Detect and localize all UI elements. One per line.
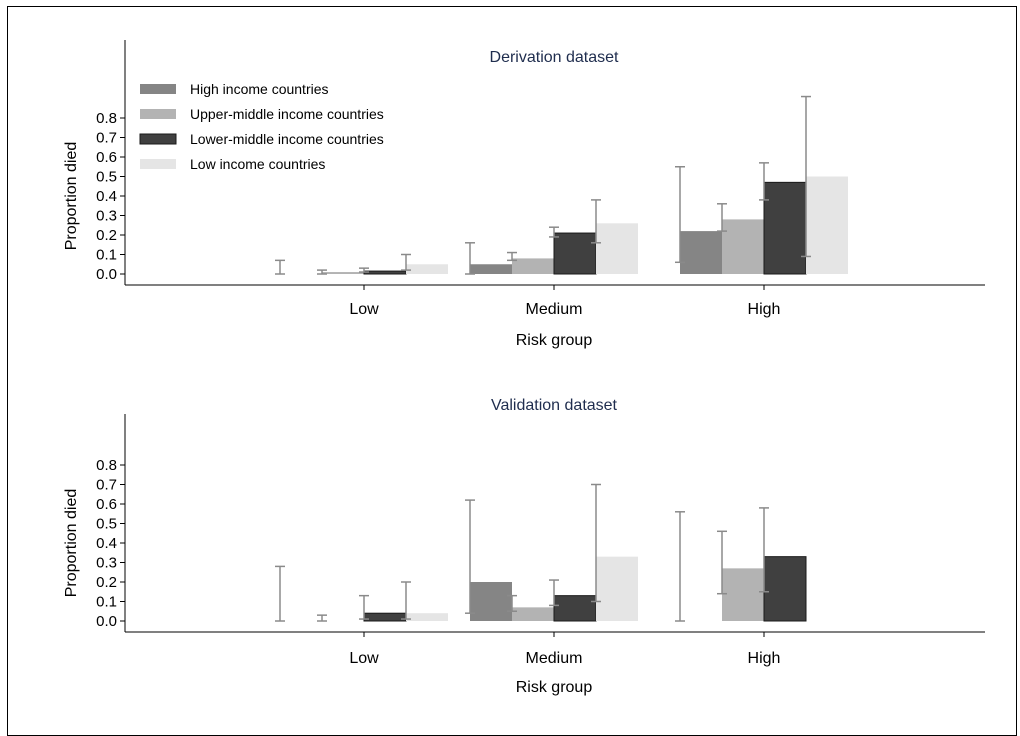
- bar: [512, 607, 554, 621]
- bar: [596, 223, 638, 274]
- y-tick-label: 0.3: [96, 555, 117, 572]
- legend: High income countries Upper-middle income…: [139, 81, 384, 172]
- chart-title: Validation dataset: [491, 397, 618, 414]
- bar: [806, 176, 848, 274]
- legend-swatch: [140, 109, 176, 119]
- bar: [470, 582, 512, 621]
- bar: [512, 258, 554, 274]
- bar: [763, 181, 807, 275]
- bar: [470, 264, 512, 274]
- y-tick-label: 0.5: [96, 169, 117, 186]
- bar: [406, 613, 448, 621]
- y-tick-label: 0.7: [96, 130, 117, 147]
- legend-label: High income countries: [190, 81, 329, 97]
- x-tick-label: Low: [349, 301, 379, 318]
- chart-panel-derivation: Derivation dataset 0.0 0.1 0.2 0.3 0.4 0.5 0.6 0…: [63, 40, 985, 349]
- chart-title: Derivation dataset: [490, 49, 620, 66]
- bar: [680, 231, 722, 274]
- x-tick-label: High: [748, 301, 781, 318]
- y-tick-label: 0.4: [96, 535, 117, 552]
- y-tick-label: 0.4: [96, 188, 117, 205]
- chart-panel-validation: Validation dataset 0.0 0.1 0.2 0.3 0.4 0.5 0.6 0…: [63, 397, 985, 696]
- legend-label: Low income countries: [190, 156, 325, 172]
- bar: [763, 556, 807, 622]
- bar: [322, 272, 364, 274]
- y-tick-label: 0.1: [96, 594, 117, 611]
- legend-swatch: [140, 84, 176, 94]
- y-tick-label: 0.6: [96, 149, 117, 166]
- y-tick-label: 0.6: [96, 496, 117, 513]
- bar: [363, 270, 407, 275]
- legend-label: Lower-middle income countries: [190, 131, 384, 147]
- y-tick-label: 0.2: [96, 574, 117, 591]
- bar: [553, 232, 597, 275]
- x-tick-label: Low: [349, 650, 379, 667]
- x-axis-label: Risk group: [516, 332, 593, 349]
- y-tick-label: 0.8: [96, 110, 117, 127]
- x-axis-label: Risk group: [516, 679, 593, 696]
- y-tick-label: 0.5: [96, 516, 117, 533]
- y-tick-label: 0.2: [96, 227, 117, 244]
- legend-swatch: [139, 133, 177, 145]
- bar: [363, 612, 407, 622]
- y-tick-label: 0.0: [96, 266, 117, 283]
- y-axis-label: Proportion died: [63, 489, 80, 598]
- y-tick-label: 0.0: [96, 613, 117, 630]
- y-tick-label: 0.7: [96, 477, 117, 494]
- bar: [553, 595, 597, 622]
- x-tick-label: Medium: [526, 301, 583, 318]
- legend-swatch: [140, 159, 176, 169]
- y-tick-label: 0.1: [96, 247, 117, 264]
- x-tick-label: Medium: [526, 650, 583, 667]
- y-axis-label: Proportion died: [63, 142, 80, 251]
- bar: [722, 568, 764, 621]
- bar: [406, 264, 448, 274]
- y-tick-label: 0.3: [96, 208, 117, 225]
- legend-label: Upper-middle income countries: [190, 106, 384, 122]
- bar: [722, 219, 764, 274]
- y-tick-label: 0.8: [96, 457, 117, 474]
- bar: [596, 556, 638, 621]
- x-tick-label: High: [748, 650, 781, 667]
